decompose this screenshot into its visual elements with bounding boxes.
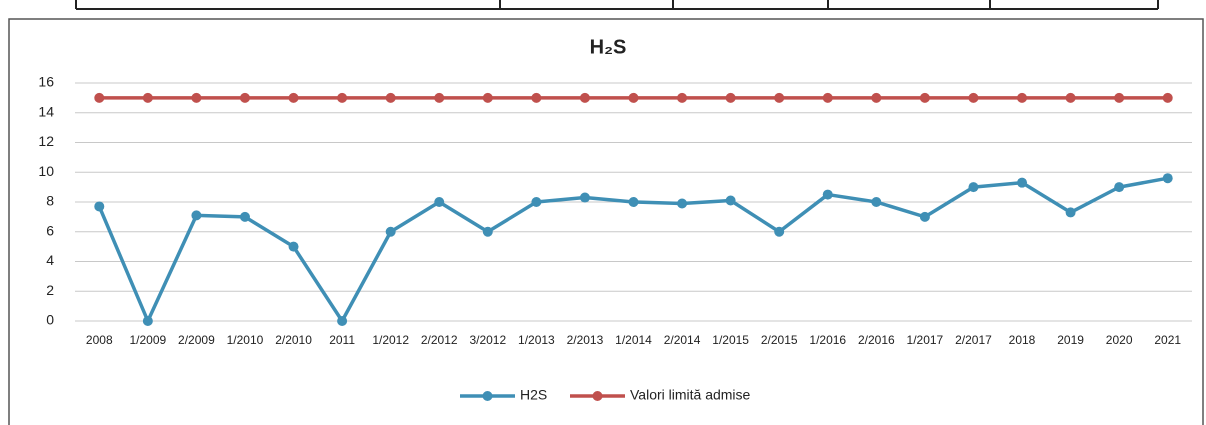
x-tick-label: 2/2009 [178, 333, 215, 347]
point [385, 92, 396, 103]
point [191, 92, 202, 103]
point [919, 211, 930, 222]
x-tick-label: 2018 [1009, 333, 1036, 347]
point [628, 92, 639, 103]
x-tick-label: 3/2012 [469, 333, 506, 347]
point [337, 92, 348, 103]
point [1114, 182, 1125, 193]
x-tick-label: 1/2015 [712, 333, 749, 347]
x-tick-label: 2/2015 [761, 333, 798, 347]
x-tick-label: 2019 [1057, 333, 1084, 347]
x-tick-label: 2021 [1154, 333, 1181, 347]
y-tick-label: 10 [38, 163, 54, 179]
point [482, 226, 493, 237]
x-tick-label: 1/2009 [129, 333, 166, 347]
y-tick-label: 6 [46, 222, 54, 238]
point [288, 92, 299, 103]
point [288, 241, 299, 252]
x-tick-label: 2/2016 [858, 333, 895, 347]
point [531, 92, 542, 103]
point [725, 195, 736, 206]
x-tick-label: 2011 [329, 333, 355, 347]
point [677, 92, 688, 103]
x-tick-label: 2/2013 [567, 333, 604, 347]
x-tick-label: 1/2017 [907, 333, 944, 347]
y-tick-label: 4 [46, 252, 54, 268]
point [434, 92, 445, 103]
point [919, 92, 930, 103]
x-tick-label: 1/2010 [227, 333, 264, 347]
point [434, 197, 445, 207]
point [579, 92, 590, 103]
legend-label: Valori limită admise [630, 387, 751, 403]
point [628, 197, 639, 207]
x-tick-label: 1/2016 [809, 333, 846, 347]
y-tick-label: 2 [46, 282, 54, 298]
point [337, 316, 348, 326]
point [968, 182, 979, 193]
point [385, 226, 396, 237]
point [239, 211, 250, 222]
point [1017, 177, 1028, 188]
point [482, 92, 493, 103]
x-tick-label: 1/2014 [615, 333, 652, 347]
x-tick-label: 1/2013 [518, 333, 555, 347]
y-tick-label: 12 [38, 133, 54, 149]
x-tick-label: 1/2012 [372, 333, 409, 347]
y-tick-label: 0 [46, 312, 54, 328]
point [531, 197, 542, 207]
y-tick-label: 8 [46, 193, 54, 209]
point [871, 92, 882, 103]
legend-label: H2S [520, 387, 547, 403]
table-fragment [75, 0, 1159, 10]
point [579, 192, 590, 203]
y-tick-label: 14 [38, 103, 54, 119]
chart-title: H₂S [590, 36, 627, 58]
legend-marker [482, 391, 493, 401]
point [142, 316, 153, 326]
point [774, 92, 785, 103]
x-tick-label: 2/2010 [275, 333, 312, 347]
x-tick-label: 2020 [1106, 333, 1133, 347]
legend-marker [592, 391, 603, 401]
x-tick-label: 2/2014 [664, 333, 701, 347]
point [191, 210, 202, 221]
point [1162, 92, 1173, 103]
point [1065, 92, 1076, 103]
x-tick-label: 2/2012 [421, 333, 458, 347]
point [677, 198, 688, 209]
point [1162, 173, 1173, 184]
point [968, 92, 979, 103]
y-tick-label: 16 [38, 74, 54, 90]
point [822, 92, 833, 103]
chart-frame [8, 18, 1204, 425]
point [1065, 207, 1076, 218]
point [871, 197, 882, 207]
point [142, 92, 153, 103]
point [1017, 92, 1028, 103]
point [239, 92, 250, 103]
x-tick-label: 2008 [86, 333, 113, 347]
point [94, 201, 105, 212]
point [725, 92, 736, 103]
point [822, 189, 833, 200]
x-tick-label: 2/2017 [955, 333, 992, 347]
point [1114, 92, 1125, 103]
point [774, 226, 785, 237]
point [94, 92, 105, 103]
